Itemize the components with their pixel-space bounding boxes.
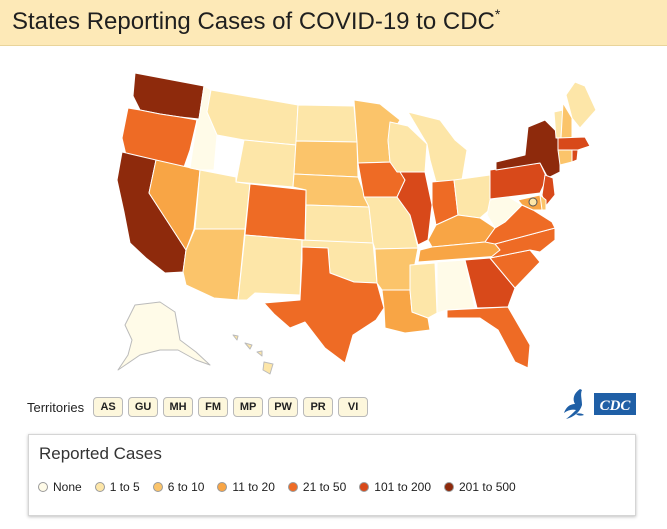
- legend-swatch: [38, 482, 48, 492]
- dc-marker[interactable]: [528, 197, 538, 207]
- page-title: States Reporting Cases of COVID-19 to CD…: [12, 6, 501, 35]
- state-new-jersey[interactable]: [541, 174, 556, 207]
- state-delaware[interactable]: [539, 194, 547, 211]
- state-montana[interactable]: [206, 89, 299, 146]
- legend-label: 101 to 200: [374, 480, 431, 494]
- legend-item-6-to-10: 6 to 10: [152, 480, 205, 494]
- cdc-logo: CDC: [594, 393, 636, 415]
- territory-button-vi[interactable]: VI: [338, 397, 369, 417]
- legend-label: None: [53, 480, 82, 494]
- legend-swatch: [359, 482, 370, 492]
- legend-item-none: None: [38, 480, 82, 494]
- legend-swatch: [217, 482, 228, 492]
- legend-label: 201 to 500: [459, 480, 516, 494]
- page-header: States Reporting Cases of COVID-19 to CD…: [0, 0, 667, 46]
- state-georgia[interactable]: [464, 257, 516, 309]
- legend-panel: Reported Cases None 1 to 5 6 to 10 11 to…: [28, 434, 636, 516]
- legend-swatch: [287, 482, 298, 492]
- territory-button-mp[interactable]: MP: [233, 397, 264, 417]
- state-arizona[interactable]: [182, 228, 246, 301]
- hhs-eagle-icon: [564, 389, 584, 419]
- legend-swatch: [94, 482, 105, 492]
- state-north-dakota[interactable]: [295, 104, 358, 143]
- state-illinois[interactable]: [396, 171, 433, 246]
- legend-swatch: [444, 482, 454, 492]
- state-rhode-island[interactable]: [571, 149, 579, 163]
- state-south-dakota[interactable]: [293, 140, 359, 178]
- legend-swatch: [152, 482, 163, 492]
- state-massachusetts[interactable]: [557, 136, 591, 151]
- legend-item-11-to-20: 11 to 20: [217, 480, 275, 494]
- territories-bar: Territories AS GU MH FM MP PW PR VI: [27, 396, 369, 418]
- us-map: [116, 72, 597, 375]
- state-hawaii[interactable]: [232, 334, 274, 375]
- legend-item-1-to-5: 1 to 5: [94, 480, 140, 494]
- legend-label: 6 to 10: [167, 480, 205, 494]
- legend-label: 11 to 20: [232, 480, 275, 494]
- title-asterisk: *: [494, 6, 501, 22]
- territories-label: Territories: [27, 399, 85, 415]
- state-oregon[interactable]: [121, 107, 198, 168]
- state-florida[interactable]: [446, 306, 531, 369]
- territory-button-mh[interactable]: MH: [163, 397, 194, 417]
- state-mississippi[interactable]: [409, 262, 438, 319]
- legend-title: Reported Cases: [39, 444, 162, 463]
- territory-button-pr[interactable]: PR: [303, 397, 334, 417]
- state-texas[interactable]: [263, 246, 385, 364]
- legend-item-21-to-50: 21 to 50: [287, 480, 347, 494]
- legend-item-101-to-200: 101 to 200: [359, 480, 431, 494]
- territory-button-as[interactable]: AS: [93, 397, 124, 417]
- state-new-mexico[interactable]: [237, 234, 303, 301]
- legend-label: 1 to 5: [109, 480, 140, 494]
- legend-item-201-to-500: 201 to 500: [444, 480, 516, 494]
- territory-button-fm[interactable]: FM: [198, 397, 229, 417]
- cdc-logo-text: CDC: [600, 398, 632, 414]
- state-connecticut[interactable]: [557, 149, 573, 166]
- state-wyoming[interactable]: [235, 139, 297, 188]
- state-kansas[interactable]: [304, 204, 374, 244]
- territory-button-pw[interactable]: PW: [268, 397, 299, 417]
- legend-label: 21 to 50: [302, 480, 347, 494]
- state-colorado[interactable]: [244, 183, 307, 241]
- logos: CDC: [564, 389, 636, 419]
- state-alaska[interactable]: [117, 301, 211, 371]
- state-north-carolina[interactable]: [489, 227, 556, 259]
- territory-button-gu[interactable]: GU: [128, 397, 159, 417]
- state-maine[interactable]: [565, 81, 597, 129]
- legend-items: None 1 to 5 6 to 10 11 to 20 21 to 50 10…: [38, 480, 529, 494]
